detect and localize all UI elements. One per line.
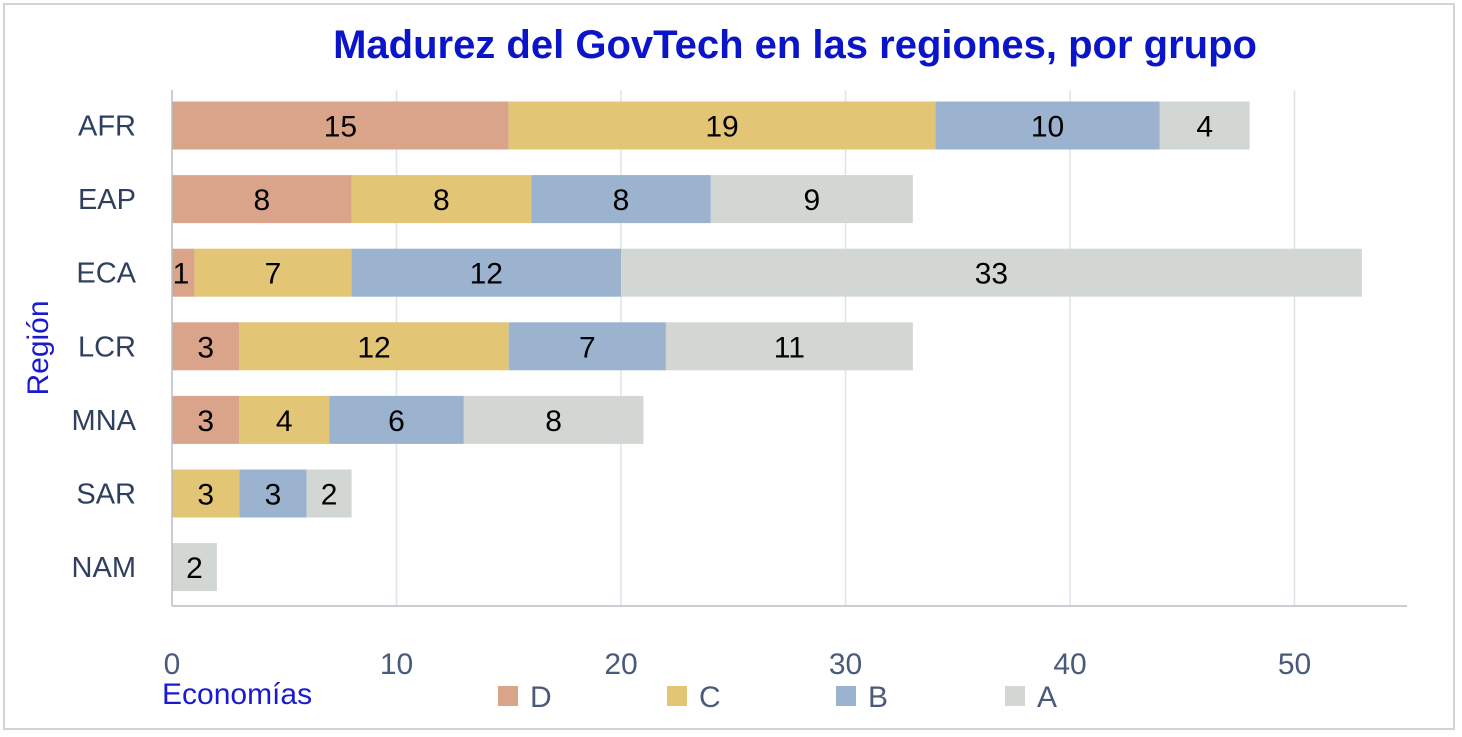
data-label-lcr-d: 3 xyxy=(197,331,214,364)
bar-eca-c xyxy=(194,248,352,297)
data-label-lcr-a: 11 xyxy=(774,331,805,364)
bars xyxy=(172,101,1362,592)
data-label-afr-a: 4 xyxy=(1196,111,1213,144)
bar-lcr-b xyxy=(508,322,666,371)
bar-eap-c xyxy=(351,175,532,224)
bar-afr-d xyxy=(172,101,509,150)
data-label-eap-c: 8 xyxy=(433,184,450,217)
bar-lcr-d xyxy=(172,322,240,371)
bar-mna-a xyxy=(463,395,644,444)
y-tick-label-nam: NAM xyxy=(72,552,136,584)
data-label-eap-d: 8 xyxy=(253,184,270,217)
x-axis-title: Economías xyxy=(162,678,312,711)
data-label-sar-a: 2 xyxy=(321,479,338,512)
bar-lcr-a xyxy=(665,322,913,371)
axes: 0 10 20 30 40 50 AFR EAP ECA LCR MNA SAR NAM xyxy=(72,90,1407,681)
data-label-eca-b: 12 xyxy=(470,258,503,291)
data-label-eca-d: 1 xyxy=(173,258,190,291)
legend-label-d: D xyxy=(530,681,552,714)
legend-swatch-a xyxy=(1005,686,1025,706)
y-axis-title: Región xyxy=(22,300,55,395)
bar-mna-b xyxy=(329,395,464,444)
y-tick-label-eap: EAP xyxy=(78,184,136,216)
chart-title: Madurez del GovTech en las regiones, por… xyxy=(333,23,1257,67)
bar-eap-a xyxy=(710,175,913,224)
bar-afr-a xyxy=(1159,101,1250,150)
bar-afr-c xyxy=(508,101,936,150)
data-label-afr-b: 10 xyxy=(1031,111,1064,144)
bar-mna-c xyxy=(239,395,330,444)
x-tick-label-10: 10 xyxy=(380,648,413,681)
data-label-afr-d: 15 xyxy=(324,111,357,144)
data-label-lcr-b: 7 xyxy=(579,331,596,364)
data-label-eca-c: 7 xyxy=(265,258,282,291)
legend-swatch-b xyxy=(836,686,856,706)
data-label-mna-c: 4 xyxy=(276,405,293,438)
y-tick-label-eca: ECA xyxy=(76,258,136,290)
data-label-lcr-c: 12 xyxy=(357,331,390,364)
x-tick-label-50: 50 xyxy=(1278,648,1311,681)
y-tick-label-lcr: LCR xyxy=(78,331,136,363)
y-tick-label-mna: MNA xyxy=(72,405,137,437)
bar-sar-c xyxy=(172,469,240,518)
bar-eap-b xyxy=(531,175,711,224)
legend-swatch-d xyxy=(498,686,518,706)
data-label-nam-a: 2 xyxy=(186,552,203,585)
legend-label-a: A xyxy=(1037,681,1057,714)
bar-sar-a xyxy=(306,469,352,518)
bar-eca-d xyxy=(172,248,195,297)
legend-swatch-c xyxy=(667,686,687,706)
x-tick-label-0: 0 xyxy=(164,648,181,681)
legend-label-b: B xyxy=(868,681,888,714)
data-label-afr-c: 19 xyxy=(705,111,738,144)
data-label-mna-d: 3 xyxy=(197,405,214,438)
data-label-mna-b: 6 xyxy=(388,405,405,438)
legend-label-c: C xyxy=(699,681,721,714)
x-tick-label-20: 20 xyxy=(604,648,637,681)
bar-nam-a xyxy=(172,543,217,592)
bar-sar-b xyxy=(239,469,307,518)
y-tick-label-sar: SAR xyxy=(76,479,136,511)
data-labels: 15 19 10 48 8 8 91 7 12 333 12 7 113 4 6 83 3 22 xyxy=(173,111,1213,586)
bar-afr-b xyxy=(935,101,1160,150)
data-label-eap-a: 9 xyxy=(803,184,820,217)
data-label-mna-a: 8 xyxy=(545,405,562,438)
bar-eap-d xyxy=(172,175,352,224)
bar-eca-a xyxy=(621,248,1362,297)
data-label-sar-b: 3 xyxy=(265,479,282,512)
x-tick-label-40: 40 xyxy=(1053,648,1086,681)
bar-eca-b xyxy=(351,248,621,297)
y-tick-label-afr: AFR xyxy=(78,111,136,143)
data-label-sar-c: 3 xyxy=(197,479,214,512)
bar-mna-d xyxy=(172,395,240,444)
data-label-eap-b: 8 xyxy=(613,184,630,217)
x-tick-label-30: 30 xyxy=(829,648,862,681)
data-label-eca-a: 33 xyxy=(975,258,1008,291)
bar-lcr-c xyxy=(239,322,509,371)
